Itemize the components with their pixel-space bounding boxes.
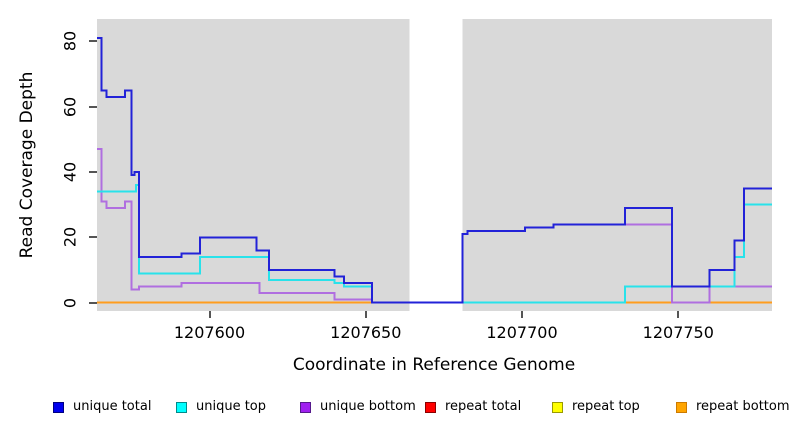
y-tick-mark	[89, 301, 97, 304]
x-tick-label: 1207700	[486, 323, 558, 342]
x-tick-label: 1207650	[330, 323, 402, 342]
series-line-unique-total	[97, 37, 772, 304]
plot-area	[97, 19, 772, 311]
legend-swatch-repeat-bottom	[676, 401, 687, 413]
legend-item-repeat-bottom: repeat bottom	[676, 400, 790, 414]
legend-item-unique-top: unique top	[176, 400, 266, 414]
y-tick-label: 20	[60, 227, 80, 248]
y-tick-mark	[89, 40, 97, 43]
legend-swatch-unique-top	[176, 401, 187, 413]
legend-label: repeat bottom	[696, 399, 790, 414]
legend-label: unique bottom	[320, 399, 416, 414]
x-tick-mark	[364, 311, 367, 318]
legend-swatch-repeat-total	[425, 401, 436, 413]
x-tick-mark	[208, 311, 211, 318]
x-axis-label: Coordinate in Reference Genome	[292, 355, 576, 375]
y-tick-label: 0	[60, 297, 80, 308]
legend-swatch-unique-bottom	[300, 401, 311, 413]
y-tick-label: 40	[60, 161, 80, 183]
legend-item-unique-bottom: unique bottom	[300, 400, 416, 414]
legend-label: unique top	[196, 399, 267, 414]
y-tick-mark	[89, 171, 97, 173]
y-tick-mark	[89, 105, 97, 108]
legend-item-repeat-total: repeat total	[425, 400, 521, 414]
y-tick-label: 80	[60, 31, 80, 52]
legend-label: unique total	[73, 399, 152, 414]
y-axis-label: Read Coverage Depth	[17, 71, 37, 259]
legend-swatch-unique-total	[53, 401, 64, 413]
uncovered-region	[409, 19, 463, 311]
legend-label: repeat total	[445, 399, 522, 414]
x-tick-mark	[677, 311, 680, 318]
y-tick-mark	[89, 236, 97, 239]
legend-item-unique-total: unique total	[53, 400, 151, 414]
plot-svg	[97, 19, 772, 311]
legend-swatch-repeat-top	[552, 401, 563, 413]
x-tick-mark	[521, 311, 523, 318]
y-tick-label: 60	[60, 96, 80, 117]
legend-label: repeat top	[572, 399, 640, 414]
legend-item-repeat-top: repeat top	[552, 400, 640, 414]
x-tick-label: 1207750	[642, 323, 714, 342]
x-tick-label: 1207600	[173, 323, 246, 342]
